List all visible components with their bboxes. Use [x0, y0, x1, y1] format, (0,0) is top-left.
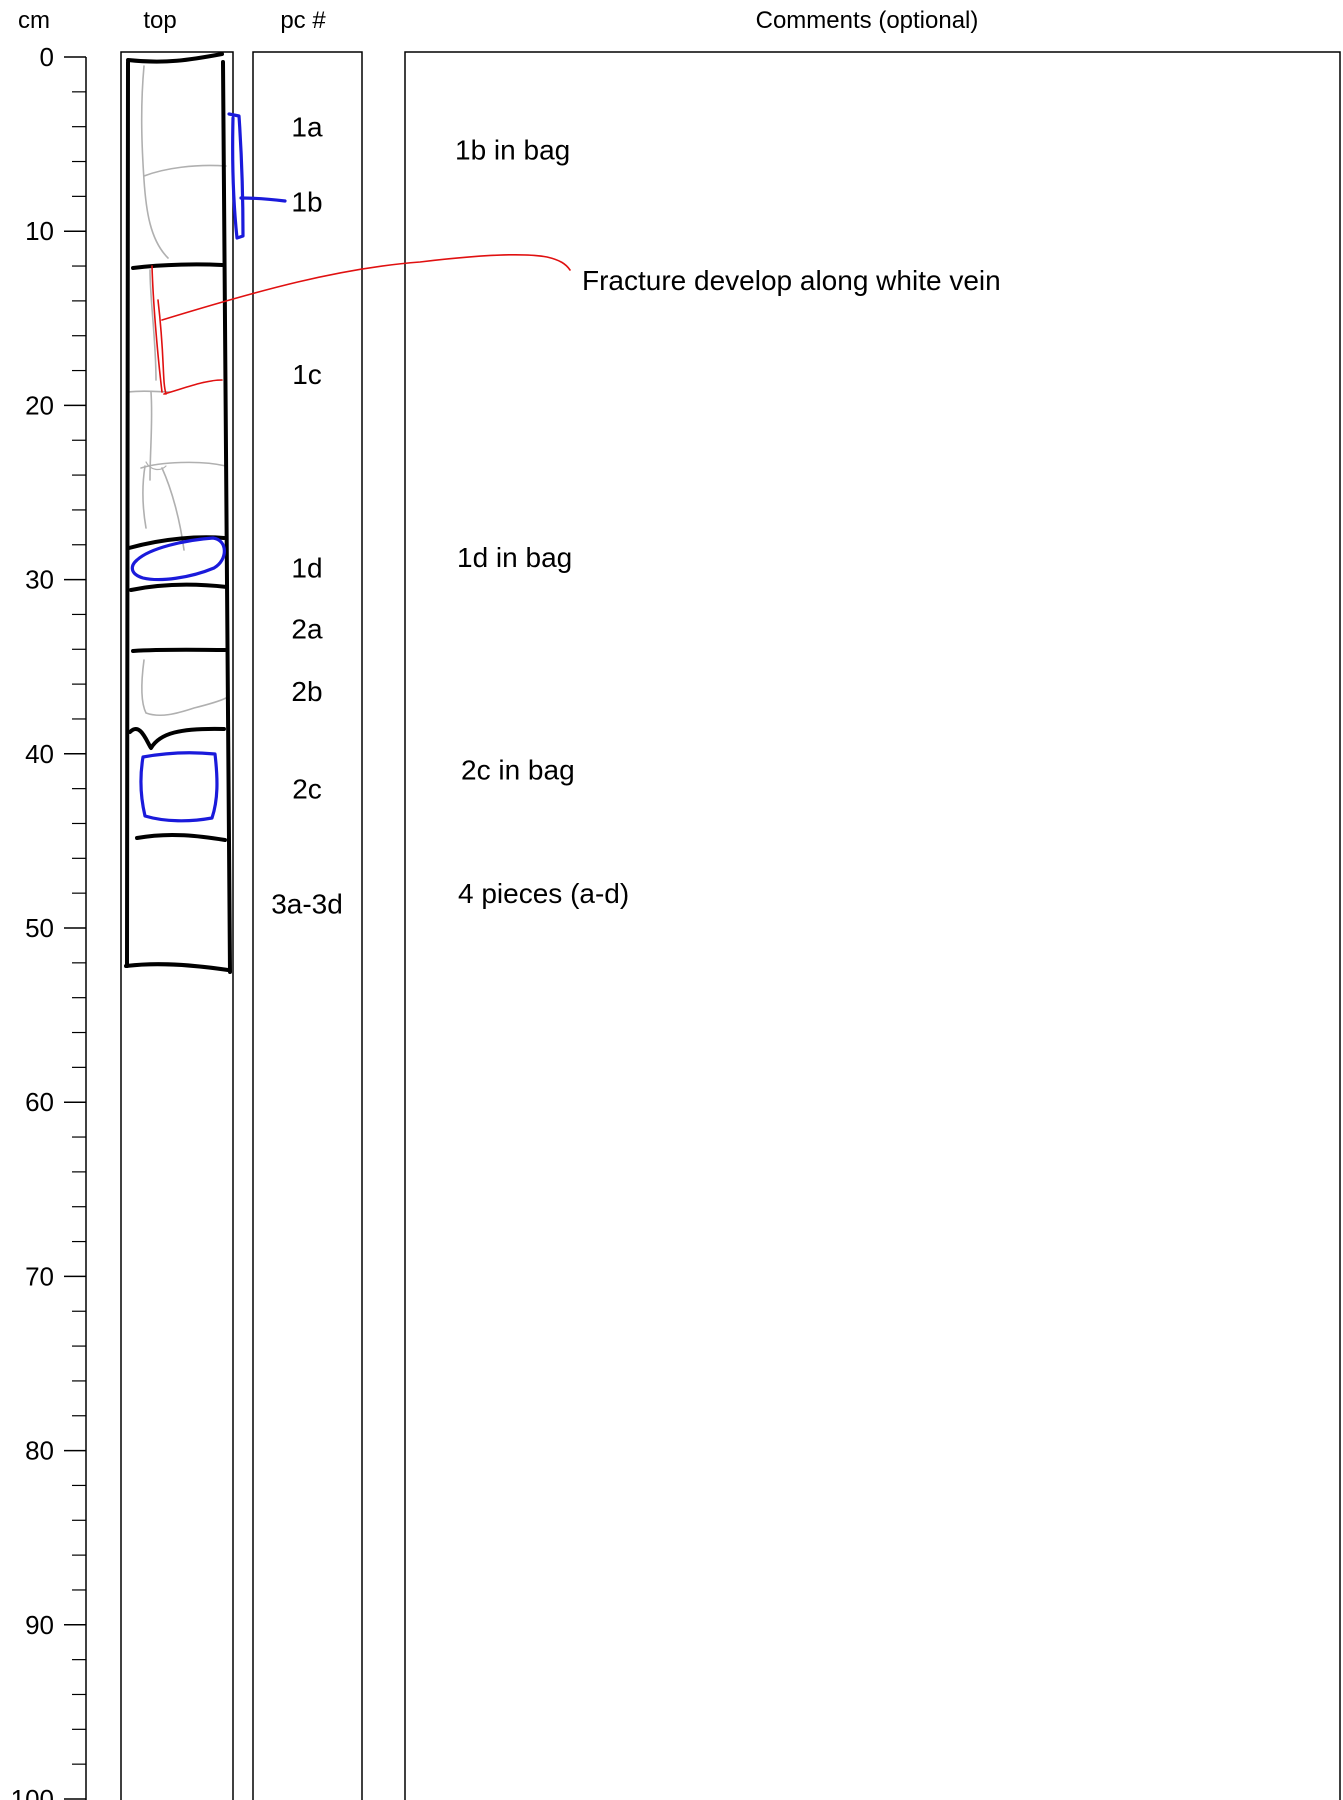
depth-tick-label: 10 [25, 216, 54, 246]
piece-label: 1b [291, 187, 322, 218]
piece-label: 2b [291, 676, 322, 707]
header-depth: cm [18, 7, 50, 34]
core-column-frame [120, 51, 234, 1800]
depth-tick-label: 30 [25, 565, 54, 595]
header-comments: Comments (optional) [756, 7, 979, 34]
piece-label: 1c [292, 359, 322, 390]
comments-column-frame [404, 51, 1341, 1800]
comment-text: Fracture develop along white vein [582, 265, 1001, 296]
comment-text: 1d in bag [457, 542, 572, 573]
comment-text: 4 pieces (a-d) [458, 878, 629, 909]
core-sketch [124, 52, 571, 974]
sample-marks [130, 112, 287, 823]
comment-text: 2c in bag [461, 754, 575, 785]
piece-label: 3a-3d [271, 889, 343, 920]
comment-texts: 1b in bag Fracture develop along white ve… [455, 134, 1001, 909]
piece-column-frame [252, 51, 363, 1800]
core-outline [124, 52, 232, 974]
comment-text: 1b in bag [455, 134, 570, 165]
fracture-annotation [151, 253, 571, 395]
header-piece: pc # [280, 7, 326, 34]
depth-tick-label: 60 [25, 1087, 54, 1117]
piece-labels: 1a 1b 1c 1d 2a 2b 2c 3a-3d [271, 112, 343, 920]
depth-tick-label: 20 [25, 390, 54, 420]
header-core: top [143, 7, 176, 34]
piece-label: 2c [292, 774, 322, 805]
depth-tick-label: 40 [25, 739, 54, 769]
piece-label: 2a [291, 613, 323, 644]
depth-tick-label: 50 [25, 913, 54, 943]
piece-label: 1d [291, 552, 322, 583]
depth-tick-label: 90 [25, 1610, 54, 1640]
depth-tick-label: 70 [25, 1261, 54, 1291]
depth-tick-label: 80 [25, 1436, 54, 1466]
depth-tick-label: 100 [11, 1784, 54, 1800]
depth-scale: 0 10 20 30 40 50 60 70 80 90 100 [11, 42, 87, 1800]
depth-tick-label: 0 [40, 42, 54, 72]
piece-label: 1a [291, 112, 323, 143]
